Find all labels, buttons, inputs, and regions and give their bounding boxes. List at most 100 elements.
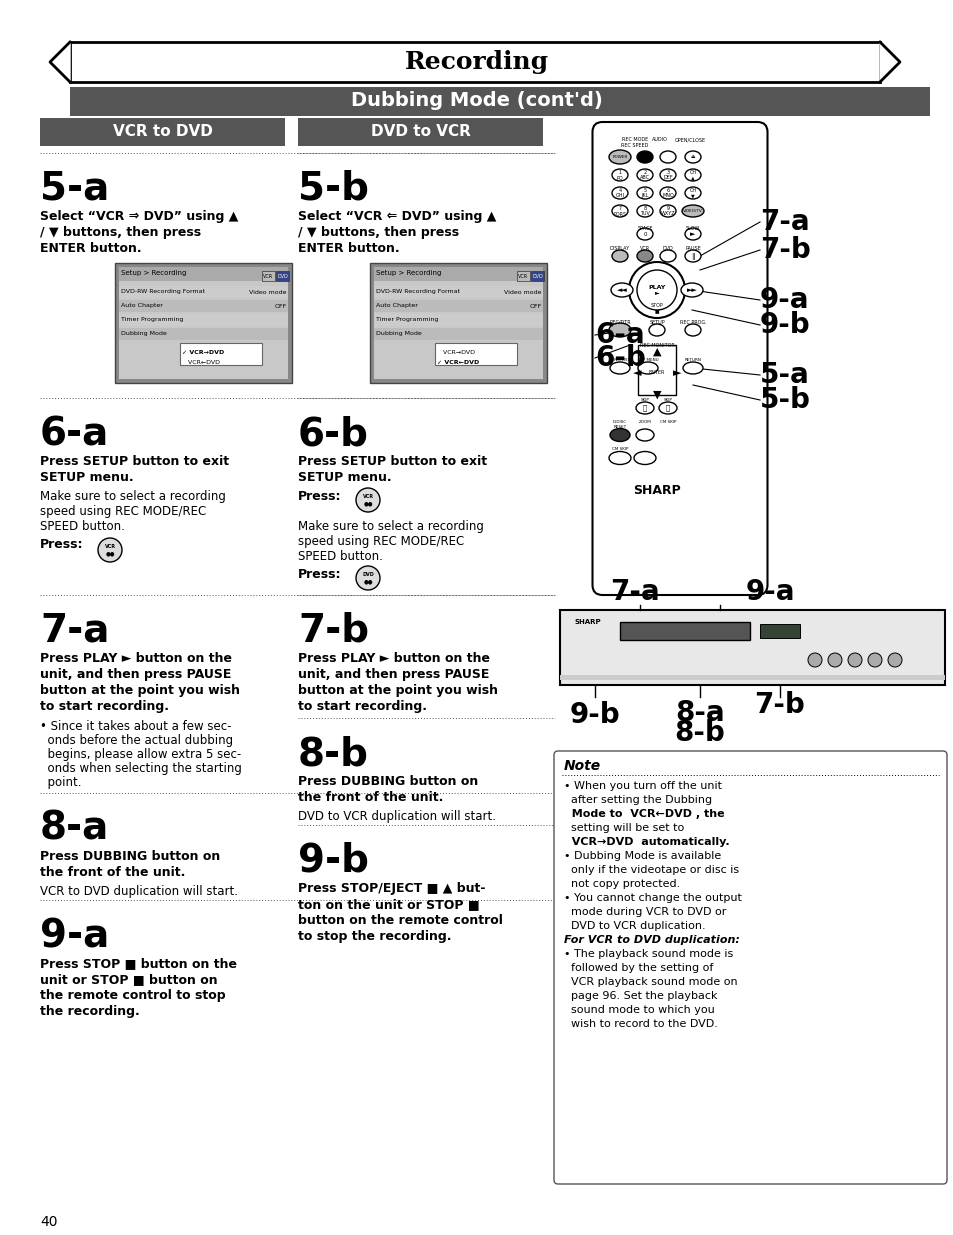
Text: Dubbing Mode: Dubbing Mode [375, 331, 421, 336]
Text: ZOOM: ZOOM [638, 420, 651, 424]
Text: page 96. Set the playback: page 96. Set the playback [563, 990, 717, 1002]
Text: VCR: VCR [105, 543, 115, 548]
Text: Setup > Recording: Setup > Recording [121, 270, 186, 275]
Circle shape [867, 653, 882, 667]
Text: 8-a: 8-a [40, 810, 110, 848]
Text: VIDEO/TV: VIDEO/TV [682, 209, 702, 212]
Text: Dubbing Mode: Dubbing Mode [121, 331, 167, 336]
Text: Mode to  VCR←DVD , the: Mode to VCR←DVD , the [563, 809, 724, 819]
Text: ►►: ►► [686, 287, 697, 293]
Text: ▲: ▲ [652, 347, 660, 357]
Text: begins, please allow extra 5 sec-: begins, please allow extra 5 sec- [40, 748, 241, 761]
Ellipse shape [648, 324, 664, 336]
Text: mode during VCR to DVD or: mode during VCR to DVD or [563, 906, 725, 918]
Bar [40, 119, 285, 146]
Ellipse shape [684, 228, 700, 240]
Ellipse shape [637, 186, 652, 199]
Text: Setup > Recording: Setup > Recording [375, 270, 441, 275]
Text: SLOW: SLOW [685, 226, 700, 231]
Bar [619, 622, 749, 640]
Text: Auto Chapter: Auto Chapter [375, 304, 417, 309]
Text: onds before the actual dubbing: onds before the actual dubbing [40, 734, 233, 747]
Text: the recording.: the recording. [40, 1005, 139, 1018]
Text: REC PROG.: REC PROG. [679, 320, 705, 325]
Ellipse shape [610, 283, 633, 296]
Ellipse shape [680, 283, 702, 296]
Text: ▼: ▼ [652, 390, 660, 400]
Ellipse shape [684, 186, 700, 199]
Text: the front of the unit.: the front of the unit. [297, 790, 443, 804]
Circle shape [827, 653, 841, 667]
Text: / ▼ buttons, then press: / ▼ buttons, then press [40, 226, 201, 240]
Text: 5
JKL: 5 JKL [640, 188, 648, 199]
Bar [559, 676, 944, 680]
Ellipse shape [684, 249, 700, 262]
Text: CM SKIP: CM SKIP [659, 420, 676, 424]
Bar [262, 270, 274, 282]
Text: 6-b: 6-b [297, 415, 369, 453]
Text: DVD: DVD [276, 273, 288, 279]
Text: button at the point you wish: button at the point you wish [40, 684, 240, 697]
Text: VCR→DVD  automatically.: VCR→DVD automatically. [563, 837, 729, 847]
Text: CM SKIP: CM SKIP [611, 447, 628, 451]
Text: SETUP menu.: SETUP menu. [297, 471, 392, 484]
Text: TOP MENU: TOP MENU [637, 358, 659, 362]
Text: not copy protected.: not copy protected. [563, 879, 679, 889]
Text: 2
ABC: 2 ABC [639, 169, 649, 180]
Text: POWER: POWER [612, 156, 627, 159]
Text: SPEED button.: SPEED button. [297, 550, 382, 563]
Bar [374, 300, 542, 312]
Text: to start recording.: to start recording. [297, 700, 427, 713]
Text: 7
PQRS: 7 PQRS [613, 205, 626, 216]
Text: 4
GHI: 4 GHI [615, 188, 624, 199]
Text: Press PLAY ► button on the: Press PLAY ► button on the [40, 652, 232, 664]
Text: ENTER button.: ENTER button. [297, 242, 399, 254]
Bar [119, 267, 288, 379]
Text: to start recording.: to start recording. [40, 700, 169, 713]
Text: CH
▲: CH ▲ [689, 169, 696, 180]
Text: 40: 40 [40, 1215, 57, 1229]
Text: VCR to DVD duplication will start.: VCR to DVD duplication will start. [40, 885, 237, 898]
Bar [638, 345, 676, 395]
FancyBboxPatch shape [592, 122, 767, 595]
Text: 8-b: 8-b [674, 719, 724, 747]
Bar [374, 267, 542, 282]
Text: 7-b: 7-b [754, 692, 804, 719]
Text: ‖: ‖ [691, 252, 694, 259]
Ellipse shape [638, 362, 658, 374]
Text: Press DUBBING button on: Press DUBBING button on [40, 850, 220, 863]
Text: only if the videotape or disc is: only if the videotape or disc is [563, 864, 739, 876]
Text: Press SETUP button to exit: Press SETUP button to exit [297, 454, 487, 468]
Text: Note: Note [563, 760, 600, 773]
Text: setting will be set to: setting will be set to [563, 823, 683, 832]
Text: DVD to VCR: DVD to VCR [370, 125, 470, 140]
Text: ►: ► [672, 368, 680, 378]
Text: wish to record to the DVD.: wish to record to the DVD. [563, 1019, 717, 1029]
Text: OFF: OFF [274, 304, 287, 309]
Text: 7-a: 7-a [40, 613, 110, 650]
Text: SHARP: SHARP [633, 483, 680, 496]
Text: ●●: ●● [363, 501, 373, 506]
Text: / ▼ buttons, then press: / ▼ buttons, then press [297, 226, 458, 240]
Bar [435, 343, 517, 366]
Ellipse shape [637, 249, 652, 262]
Ellipse shape [608, 452, 630, 464]
Text: 9-b: 9-b [569, 701, 619, 729]
Text: 9-a: 9-a [744, 578, 794, 606]
Polygon shape [879, 42, 899, 82]
Text: 6
MNO: 6 MNO [661, 188, 673, 199]
Text: Dubbing Mode (cont'd): Dubbing Mode (cont'd) [351, 91, 602, 110]
Text: Press SETUP button to exit: Press SETUP button to exit [40, 454, 229, 468]
Circle shape [847, 653, 862, 667]
Text: REC MODE
REC SPEED: REC MODE REC SPEED [620, 137, 648, 148]
Text: 8-b: 8-b [297, 735, 369, 773]
Circle shape [628, 262, 684, 317]
Ellipse shape [681, 205, 703, 217]
Text: after setting the Dubbing: after setting the Dubbing [563, 795, 711, 805]
Text: Video mode: Video mode [250, 289, 287, 294]
Text: to stop the recording.: to stop the recording. [297, 930, 451, 944]
Text: 1
PQ: 1 PQ [616, 169, 622, 180]
Text: SHARP: SHARP [575, 619, 601, 625]
Bar [374, 314, 542, 326]
Text: REC MONITOR: REC MONITOR [639, 343, 674, 348]
